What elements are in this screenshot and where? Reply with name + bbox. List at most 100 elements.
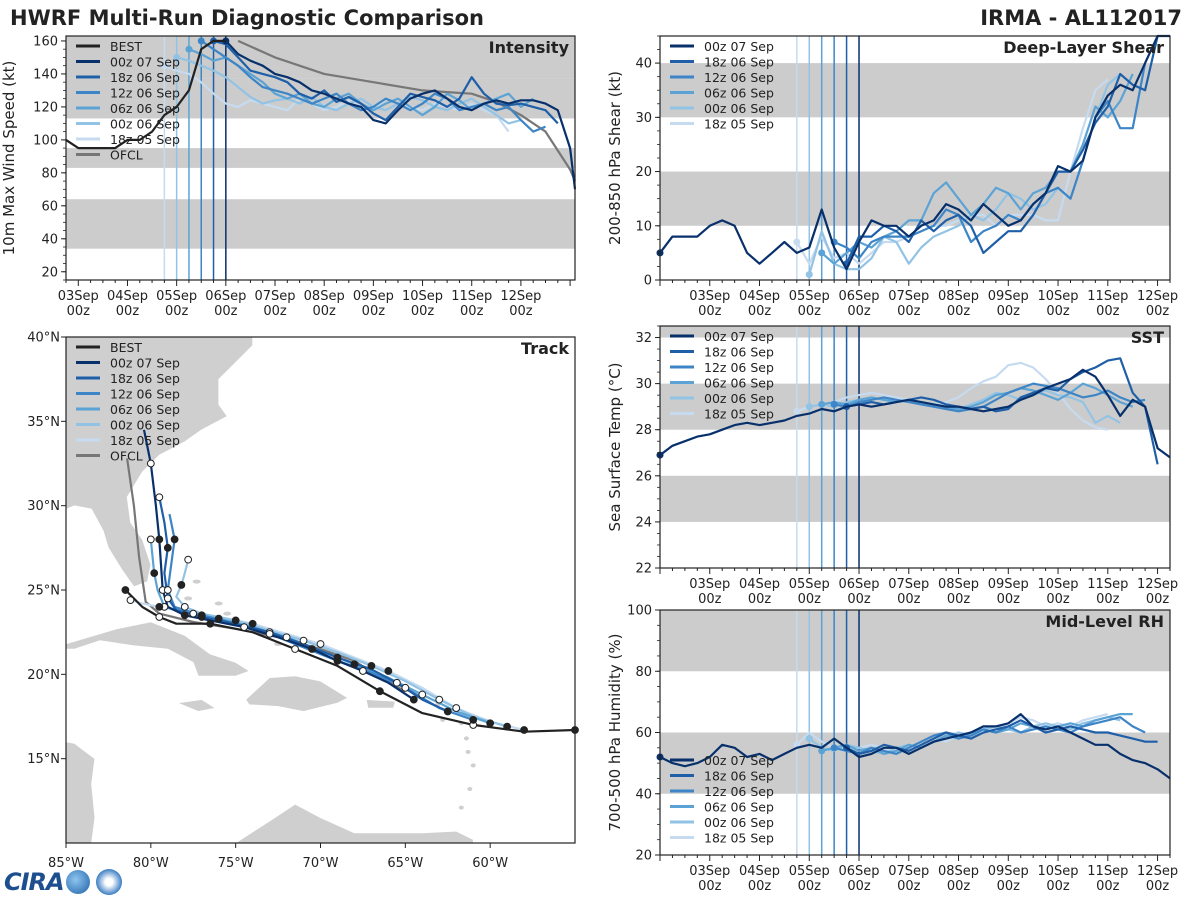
x-tick-label: 06Sep [839, 864, 880, 879]
island [458, 805, 464, 810]
series-line [224, 40, 577, 190]
y-tick-label: 140 [33, 67, 58, 82]
legend-label: 12z 06 Sep [704, 360, 774, 375]
y-tick-label: 60 [41, 199, 58, 214]
satellite-icon [95, 869, 122, 895]
x-tick-label: 05Sep [789, 577, 830, 592]
x-tick-label: 00z [1096, 879, 1120, 894]
y-tick-label: 10 [635, 219, 652, 234]
series-line [795, 78, 1109, 265]
series-start-marker [197, 37, 205, 45]
x-tick-label: 60°W [472, 856, 508, 871]
track-line [142, 429, 415, 701]
track-marker [333, 656, 342, 665]
x-tick-label: 00z [698, 592, 722, 607]
x-tick-label: 00z [263, 304, 287, 319]
track-marker [155, 613, 164, 621]
track-marker [126, 596, 135, 605]
y-tick-label: 20°N [27, 668, 60, 683]
x-tick-label: 00z [1146, 592, 1170, 607]
x-tick-label: 03Sep [58, 289, 99, 304]
storm-title: IRMA - AL112017 [980, 6, 1182, 30]
panel-title: Mid-Level RH [1045, 612, 1164, 631]
x-tick-label: 00z [748, 304, 772, 319]
rh-panel: 2040608010003Sep00z04Sep00z05Sep00z06Sep… [606, 604, 1178, 895]
x-tick-label: 04Sep [739, 577, 780, 592]
track-marker [282, 633, 291, 642]
track-marker [375, 687, 384, 696]
legend-label: 06z 06 Sep [704, 800, 774, 815]
y-tick-label: 80 [635, 665, 652, 680]
series-start-marker [173, 53, 181, 61]
x-tick-label: 00z [460, 304, 484, 319]
x-tick-label: 00z [1046, 879, 1070, 894]
x-tick-label: 09Sep [988, 289, 1029, 304]
y-tick-label: 30°N [27, 499, 60, 514]
x-tick-label: 06Sep [205, 289, 246, 304]
legend-label: 18z 05 Sep [704, 407, 774, 422]
x-tick-label: 00z [947, 592, 971, 607]
series-line [213, 39, 559, 125]
x-tick-label: 08Sep [304, 289, 345, 304]
x-tick-label: 00z [313, 304, 337, 319]
x-tick-label: 80°W [133, 856, 169, 871]
track-marker [214, 614, 223, 623]
y-tick-label: 20 [41, 265, 58, 280]
y-tick-label: 32 [635, 331, 652, 346]
sst-panel: 22242628303203Sep00z04Sep00z05Sep00z06Se… [606, 325, 1178, 607]
y-axis-label: 700-500 hPa Humidity (%) [606, 633, 624, 831]
track-marker [163, 594, 172, 603]
legend-label: BEST [110, 340, 142, 355]
series-start-marker [160, 62, 168, 70]
track-marker [443, 707, 452, 716]
x-tick-label: 00z [798, 304, 822, 319]
x-tick-label: 04Sep [107, 289, 148, 304]
y-tick-label: 15°N [27, 752, 60, 767]
axes-frame [65, 336, 576, 844]
y-tick-label: 25°N [27, 584, 60, 599]
series-start-marker [818, 747, 826, 755]
x-tick-label: 00z [214, 304, 238, 319]
series-line [845, 35, 1159, 265]
legend-label: 00z 07 Sep [110, 356, 180, 371]
legend-label: 00z 06 Sep [704, 391, 774, 406]
x-tick-label: 00z [509, 304, 533, 319]
x-tick-label: 11Sep [1087, 289, 1128, 304]
x-tick-label: 10Sep [1038, 577, 1079, 592]
track-marker [240, 623, 249, 632]
track-marker [180, 611, 189, 620]
legend-label: 18z 06 Sep [110, 371, 180, 386]
x-tick-label: 00z [67, 304, 91, 319]
x-tick-label: 07Sep [888, 289, 929, 304]
series-start-marker [793, 407, 801, 415]
track-marker [180, 602, 189, 611]
x-tick-label: 03Sep [689, 577, 730, 592]
y-tick-label: 35°N [27, 415, 60, 430]
x-tick-label: 10Sep [1038, 289, 1079, 304]
x-tick-label: 00z [748, 879, 772, 894]
island [463, 736, 469, 741]
track-marker [486, 719, 495, 728]
x-tick-label: 03Sep [689, 864, 730, 879]
x-tick-label: 05Sep [789, 864, 830, 879]
jamaica-land [176, 699, 217, 712]
x-tick-label: 05Sep [789, 289, 830, 304]
us-land [65, 336, 253, 587]
legend-label: 18z 05 Sep [704, 117, 774, 132]
panel-title: SST [1131, 328, 1164, 347]
x-tick-label: 00z [748, 592, 772, 607]
x-tick-label: 07Sep [888, 864, 929, 879]
x-tick-label: 11Sep [1087, 577, 1128, 592]
legend-label: 12z 06 Sep [704, 784, 774, 799]
legend-label: 06z 06 Sep [110, 402, 180, 417]
x-tick-label: 00z [847, 592, 871, 607]
track-marker [350, 660, 359, 669]
x-tick-label: 07Sep [888, 577, 929, 592]
legend-label: 06z 06 Sep [110, 101, 180, 116]
legend-label: 18z 06 Sep [704, 55, 774, 70]
x-tick-label: 08Sep [938, 864, 979, 879]
series-start-marker [185, 45, 193, 53]
y-tick-label: 20 [635, 165, 652, 180]
track-marker [121, 586, 130, 594]
series-line [659, 712, 1171, 780]
